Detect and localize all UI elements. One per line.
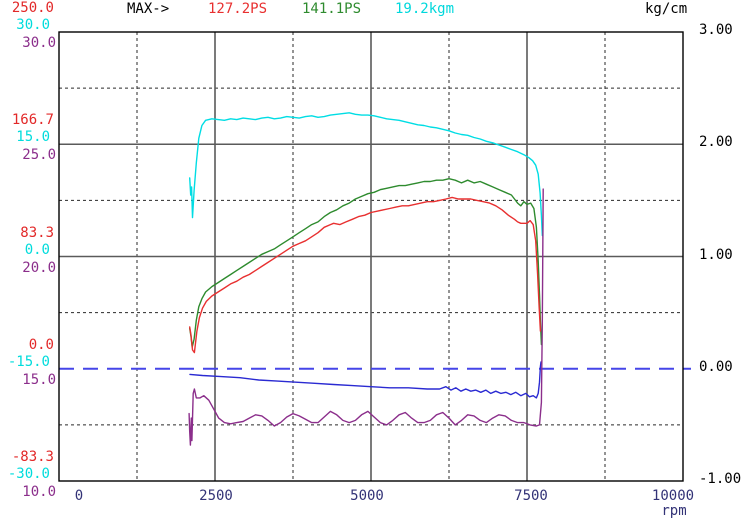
ps-axis-tick: 166.7 [11, 112, 54, 129]
x-axis-unit-label: rpm [661, 503, 687, 519]
purple-axis-tick: 20.0 [22, 259, 56, 276]
kgcm-axis-tick: -1.00 [699, 471, 742, 487]
plot-border [58, 31, 684, 482]
kgcm-axis-tick: 0.00 [699, 358, 733, 375]
right-axis-unit-label: kg/cm [645, 1, 688, 17]
series-air_fuel [188, 188, 544, 446]
kgcm-axis-tick: 2.00 [699, 134, 733, 151]
kgm-axis-tick: -30.0 [7, 466, 50, 482]
purple-axis-tick: 30.0 [22, 35, 56, 51]
kgm-axis-tick: -15.0 [7, 353, 50, 370]
rpm-axis-tick: 10000 [651, 488, 695, 504]
ps-axis-tick: 0.0 [28, 336, 54, 353]
kgm-axis-tick: 30.0 [16, 17, 50, 33]
series-torque [188, 112, 543, 237]
series-power_run2 [188, 177, 543, 348]
rpm-axis-tick: 2500 [199, 488, 233, 504]
purple-axis-tick: 10.0 [22, 484, 56, 500]
series-power_run1 [188, 196, 542, 354]
ps-axis-tick: 83.3 [20, 224, 54, 241]
purple-axis-tick: 15.0 [22, 371, 56, 388]
purple-axis-tick: 25.0 [22, 147, 56, 164]
series-boost [189, 361, 542, 399]
kgcm-axis-tick: 1.00 [699, 246, 733, 263]
ps-axis-tick: 250.0 [11, 0, 54, 16]
ps-axis-tick: -83.3 [11, 449, 54, 465]
kgcm-axis-tick: 3.00 [699, 22, 733, 38]
kgm-axis-tick: 15.0 [16, 129, 50, 146]
max-power-run2: 141.1PS [302, 1, 362, 17]
kgm-axis-tick: 0.0 [24, 241, 50, 258]
max-power-run1: 127.2PS [208, 1, 268, 17]
rpm-axis-tick: 7500 [514, 488, 548, 504]
rpm-axis-tick: 5000 [350, 488, 384, 504]
rpm-axis-tick: 0 [74, 488, 84, 504]
max-torque: 19.2kgm [395, 1, 455, 17]
max-arrow-label: MAX-> [127, 1, 170, 17]
